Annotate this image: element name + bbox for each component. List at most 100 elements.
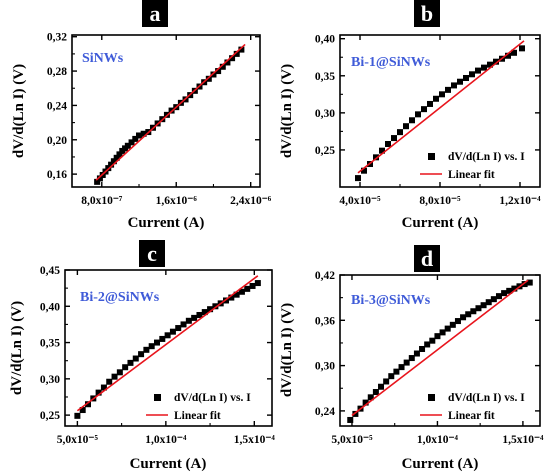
- legend-label-data: dV/d(Ln I) vs. I: [448, 392, 525, 404]
- data-point: [421, 106, 427, 113]
- y-tick-label: 0,24: [315, 406, 335, 418]
- y-tick-label: 0,20: [47, 135, 67, 147]
- data-point: [74, 412, 81, 419]
- data-point: [385, 140, 391, 147]
- data-point: [501, 290, 508, 297]
- data-point: [169, 328, 176, 335]
- data-point: [495, 293, 502, 300]
- data-point: [212, 303, 219, 310]
- linear-fit-line: [95, 43, 246, 181]
- data-point: [116, 369, 123, 376]
- panel-b: b 0,25 0,30 0,35 0,40 4,0x10⁻⁵ 8,0x10⁻⁵ 1,2x10⁻…: [279, 0, 541, 231]
- data-point: [355, 175, 361, 182]
- data-point: [175, 325, 182, 332]
- data-point: [347, 416, 354, 423]
- data-point: [434, 333, 441, 340]
- panel-d: d 0,24 0,30 0,36 0,42 5,0x10⁻⁵ 1,0x10⁻⁴ 1,5x10⁻…: [279, 245, 544, 472]
- data-point: [361, 167, 367, 174]
- panel-letter-box: [142, 0, 168, 27]
- panel-letter-box: [139, 240, 165, 267]
- x-tick-label: 5,0x10⁻⁵: [331, 434, 373, 446]
- data-point: [403, 359, 410, 366]
- data-point: [108, 161, 115, 168]
- data-point: [419, 345, 426, 352]
- data-point: [106, 378, 113, 385]
- panel-letter-box: [414, 245, 440, 272]
- y-axis-label: dV/d(Ln I) (V): [9, 301, 25, 395]
- sample-label: Bi-2@SiNWs: [80, 290, 160, 305]
- y-tick-label: 0,30: [315, 108, 335, 120]
- data-point: [470, 308, 477, 315]
- data-point: [424, 341, 431, 348]
- y-tick-label: 0,28: [47, 66, 67, 78]
- data-point: [480, 302, 487, 309]
- data-point: [148, 343, 155, 350]
- linear-fit-line: [76, 275, 259, 412]
- sample-label: SiNWs: [82, 51, 124, 66]
- data-point: [469, 71, 475, 78]
- data-point: [111, 373, 118, 380]
- data-point: [352, 410, 359, 417]
- data-point: [180, 321, 187, 328]
- x-tick-label: 1,5x10⁻⁴: [502, 434, 544, 446]
- plot-frame: [64, 269, 273, 427]
- data-point: [196, 311, 203, 318]
- x-tick-label: 8,0x10⁻⁵: [419, 195, 461, 207]
- y-tick-label: 0,45: [40, 265, 60, 277]
- data-point: [124, 142, 131, 149]
- plot-frame: [71, 34, 261, 188]
- data-point: [415, 111, 421, 118]
- plot-frame: [339, 274, 541, 427]
- data-point: [433, 95, 439, 102]
- data-point: [388, 373, 395, 380]
- panel-letter: d: [421, 246, 433, 271]
- data-point: [244, 285, 251, 292]
- data-point: [143, 346, 150, 353]
- data-point: [215, 68, 222, 75]
- data-point: [228, 294, 235, 301]
- data-point: [449, 321, 456, 328]
- data-point: [487, 61, 493, 68]
- panel-letter: a: [150, 1, 161, 26]
- data-point: [485, 299, 492, 306]
- data-point: [113, 154, 120, 161]
- data-point: [379, 147, 385, 154]
- data-point: [191, 314, 198, 321]
- legend-label-fit: Linear fit: [448, 169, 495, 181]
- data-point: [475, 67, 481, 74]
- sample-label: Bi-1@SiNWs: [351, 55, 431, 70]
- x-tick-label: 1,5x10⁻⁴: [234, 434, 276, 446]
- data-point: [362, 399, 369, 406]
- data-point: [219, 63, 226, 70]
- data-point: [511, 285, 518, 292]
- data-point: [429, 337, 436, 344]
- y-tick-label: 0,35: [315, 71, 335, 83]
- data-point: [122, 364, 129, 371]
- data-point: [475, 305, 482, 312]
- data-point: [254, 280, 261, 287]
- data-point: [439, 329, 446, 336]
- data-point: [205, 75, 212, 82]
- legend-label-data: dV/d(Ln I) vs. I: [174, 392, 251, 404]
- data-point: [367, 394, 374, 401]
- data-point: [511, 49, 517, 56]
- x-axis-label: Current (A): [402, 215, 479, 231]
- data-point: [393, 368, 400, 375]
- y-tick-label: 0,16: [47, 169, 67, 181]
- data-point: [403, 123, 409, 130]
- legend-marker-data: [154, 394, 161, 401]
- data-point: [481, 64, 487, 71]
- y-tick-label: 0,35: [40, 338, 60, 350]
- data-point: [444, 325, 451, 332]
- panel-letter-box: [414, 0, 440, 27]
- data-point: [96, 175, 103, 182]
- data-point: [132, 355, 139, 362]
- data-point: [154, 339, 160, 346]
- data-point: [398, 364, 405, 371]
- y-axis-label: dV/d(Ln I) (V): [279, 303, 295, 397]
- x-tick-label: 1,6x10⁻⁶: [156, 195, 198, 207]
- data-point: [238, 46, 245, 53]
- legend-label-fit: Linear fit: [448, 410, 495, 422]
- legend-label-data: dV/d(Ln I) vs. I: [448, 151, 525, 163]
- data-point: [519, 45, 525, 52]
